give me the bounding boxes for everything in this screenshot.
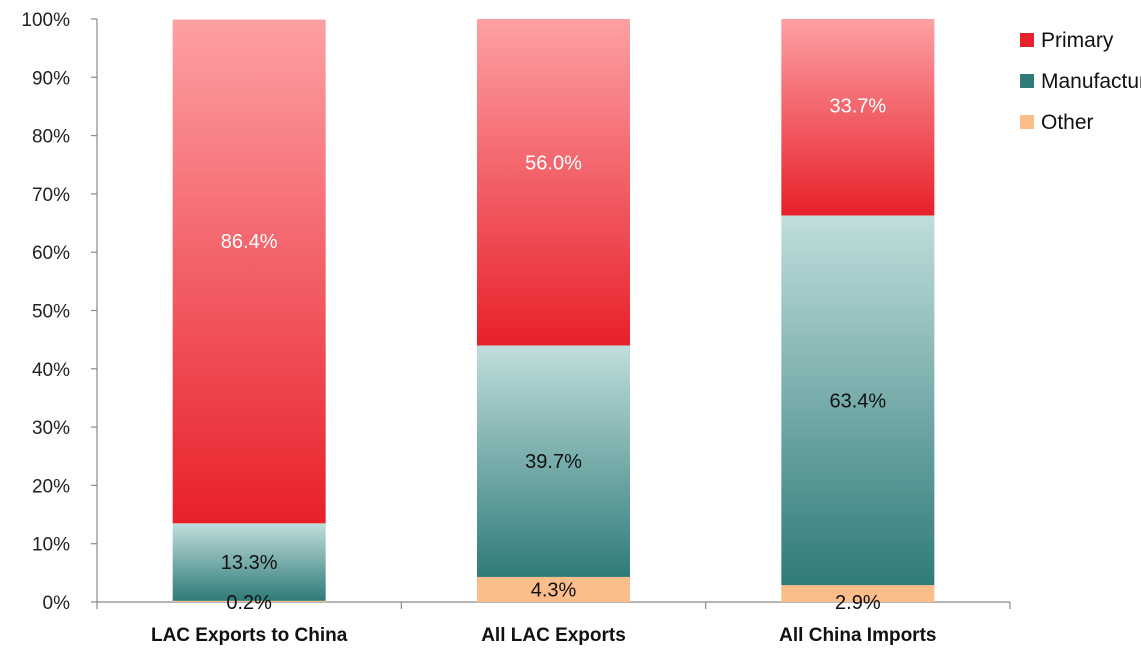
legend: Primary Manufactured Other <box>1020 29 1141 134</box>
y-tick-label: 100% <box>21 10 70 31</box>
bar-segment-manufactured <box>781 215 935 586</box>
legend-label: Manufactured <box>1041 70 1141 93</box>
data-label-manufactured: 39.7% <box>525 451 582 473</box>
y-tick-label: 20% <box>32 476 70 497</box>
data-label-manufactured: 13.3% <box>221 552 278 574</box>
legend-swatch <box>1020 74 1034 88</box>
legend-swatch <box>1020 115 1034 129</box>
y-tick-label: 10% <box>32 535 70 556</box>
legend-item-other: Other <box>1020 111 1094 134</box>
x-category-label: All LAC Exports <box>481 625 626 646</box>
x-category-label: All China Imports <box>779 625 936 646</box>
legend-swatch <box>1020 33 1034 47</box>
y-tick-label: 40% <box>32 360 70 381</box>
x-category-label: LAC Exports to China <box>151 625 348 646</box>
legend-label: Other <box>1041 111 1094 134</box>
data-label-other: 0.2% <box>226 592 272 614</box>
data-label-primary: 33.7% <box>829 95 886 117</box>
data-label-other: 4.3% <box>531 579 577 601</box>
y-tick-label: 80% <box>32 127 70 148</box>
bar-segment-primary <box>477 19 630 346</box>
y-tick-label: 60% <box>32 243 70 264</box>
legend-item-manufactured: Manufactured <box>1020 70 1141 93</box>
legend-item-primary: Primary <box>1020 29 1114 52</box>
data-label-primary: 86.4% <box>221 231 278 253</box>
bar-segment-other <box>477 576 630 602</box>
bar-group-all-lac-exports: 4.3% 39.7% 56.0% <box>477 19 630 602</box>
bar-segment-primary <box>172 19 326 524</box>
data-label-manufactured: 63.4% <box>829 390 886 412</box>
y-tick-label: 30% <box>32 418 70 439</box>
y-tick-label: 50% <box>32 302 70 323</box>
bars: 0.2% 13.3% 86.4% 4.3% 39.7% 56.0% 2.9% 63.4% 33.… <box>172 19 935 614</box>
y-tick-label: 70% <box>32 185 70 206</box>
bar-group-all-china-imports: 2.9% 63.4% 33.7% <box>781 19 935 614</box>
y-axis: 0% 10% 20% 30% 40% 50% 60% 70% 80% 90% 100% <box>21 10 98 614</box>
legend-label: Primary <box>1041 29 1114 52</box>
data-label-other: 2.9% <box>835 592 881 614</box>
bar-segment-manufactured <box>477 345 630 577</box>
y-tick-label: 90% <box>32 68 70 89</box>
data-label-primary: 56.0% <box>525 153 582 175</box>
bar-group-lac-exports-to-china: 0.2% 13.3% 86.4% <box>172 19 326 614</box>
bar-segment-primary <box>781 19 935 216</box>
y-tick-label: 0% <box>43 593 71 614</box>
bar-segment-other <box>781 585 935 602</box>
bar-segment-other <box>172 600 326 602</box>
bar-segment-manufactured <box>172 523 326 601</box>
